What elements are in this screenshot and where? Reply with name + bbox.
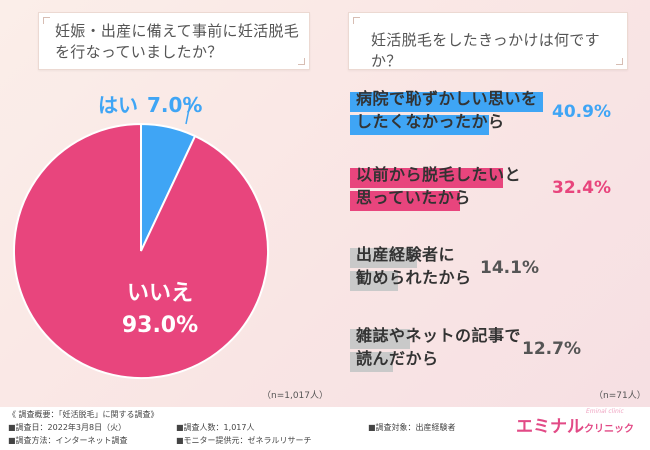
bar-2-label-line-1: 以前から脱毛したいと xyxy=(356,165,522,184)
bar-1-segment-2 xyxy=(350,115,489,135)
bar-3-label: 出産経験者に 勧められたから xyxy=(356,244,472,290)
brand-suffix: クリニック xyxy=(584,424,634,435)
brand-name: エミナル xyxy=(516,417,584,437)
brand-logo: エミナルクリニック xyxy=(516,412,634,437)
bar-3-segment-2 xyxy=(350,271,398,291)
brand-sub-text: Eminal clinic xyxy=(586,408,624,415)
bar-4-label: 雑誌やネットの記事で 読んだから xyxy=(356,325,521,371)
survey-date: ■調査日：2022年3月8日（火） xyxy=(8,423,127,432)
survey-method: ■調査方法：インターネット調査 xyxy=(8,436,128,445)
bar-3-label-line-1: 出産経験者に xyxy=(356,245,456,264)
question-1-text: 妊娠・出産に備えて事前に妊活脱毛を行なっていましたか？ xyxy=(55,22,300,61)
bar-1-value: 40.9% xyxy=(552,102,611,122)
bar-2-value: 32.4% xyxy=(552,178,611,198)
survey-footer: 《 調査概要：「妊活脱毛」に関する調査》 ■調査日：2022年3月8日（火） ■… xyxy=(0,407,650,450)
survey-target: ■調査対象：出産経験者 xyxy=(368,423,456,432)
bar-4-segment-1 xyxy=(350,329,410,349)
pie-leader-line xyxy=(184,103,191,125)
bar-2-segment-2 xyxy=(350,191,460,211)
pie-value-no: 93.0% xyxy=(122,313,198,338)
bar-2-label-line-2: 思っていたから xyxy=(356,188,471,207)
bar-4-label-line-2: 読んだから xyxy=(356,349,439,368)
bar-1-label-line-1: 病院で恥ずかしい思いを xyxy=(356,89,538,108)
bar-3-value: 14.1% xyxy=(480,258,539,278)
bar-1-label-line-2: したくなかったから xyxy=(356,112,505,131)
bar-2-segment-1 xyxy=(350,168,503,188)
survey-provider: ■モニター提供元：ゼネラルリサーチ xyxy=(176,436,312,445)
bar-4-value: 12.7% xyxy=(522,339,581,359)
bar-1-segment-1 xyxy=(350,92,543,112)
bar-2-label: 以前から脱毛したいと 思っていたから xyxy=(356,164,521,210)
pie-slice-no xyxy=(13,122,269,379)
bar-4-label-line-1: 雑誌やネットの記事で xyxy=(356,326,522,345)
pie-sample-note: （n=1,017人） xyxy=(262,391,329,401)
bar-3-segment-1 xyxy=(350,248,417,268)
pie-label-yes: はい xyxy=(98,93,138,117)
bar-4-segment-2 xyxy=(350,352,393,372)
question-2-text: 妊活脱毛をしたきっかけは何ですか？ xyxy=(371,31,600,70)
survey-summary: 《 調査概要：「妊活脱毛」に関する調査》 xyxy=(8,410,159,419)
pie-value-yes: 7.0% xyxy=(147,93,202,117)
bar-sample-note: （n=71人） xyxy=(594,391,646,401)
bar-3-label-line-2: 勧められたから xyxy=(356,268,472,287)
question-box-2: 妊活脱毛をしたきっかけは何ですか？ xyxy=(348,12,628,70)
pie-label-no: いいえ xyxy=(127,281,193,306)
bar-1-label: 病院で恥ずかしい思いを したくなかったから xyxy=(356,88,538,134)
survey-count: ■調査人数：1,017人 xyxy=(176,423,255,432)
question-box-1: 妊娠・出産に備えて事前に妊活脱毛を行なっていましたか？ xyxy=(38,12,310,70)
